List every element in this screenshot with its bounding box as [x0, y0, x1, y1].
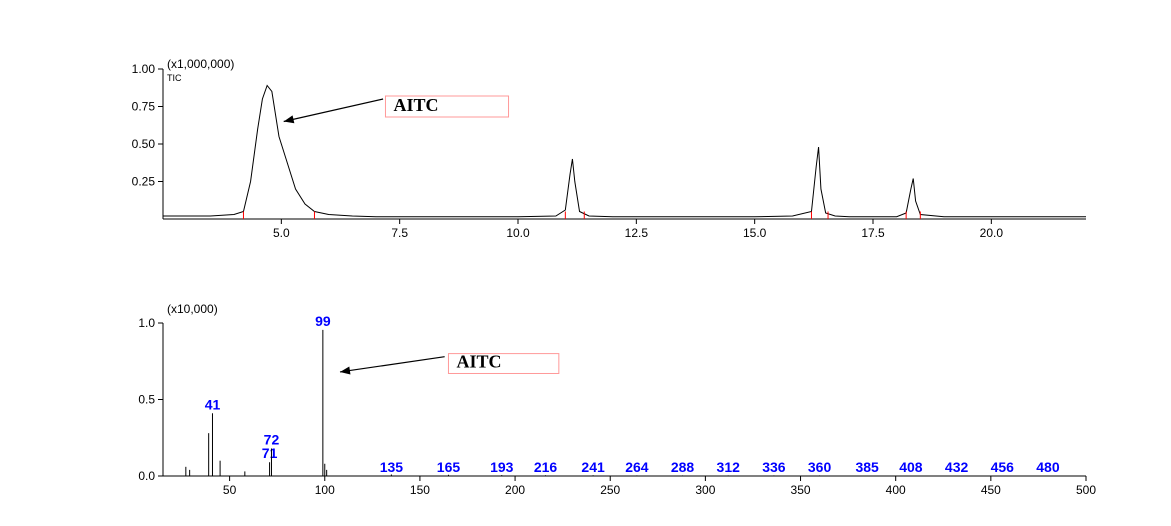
- mass-peak-label: 193: [490, 459, 514, 475]
- annotation-arrow: [284, 99, 383, 122]
- top-ytick-label: 1.00: [132, 62, 156, 76]
- top-xtick-label: 5.0: [273, 226, 290, 240]
- bottom-xtick-label: 250: [600, 483, 620, 497]
- top-xtick-label: 12.5: [625, 226, 649, 240]
- bottom-xtick-label: 450: [981, 483, 1001, 497]
- top-ytick-label: 0.75: [132, 100, 156, 114]
- mass-peak-label: 241: [581, 459, 605, 475]
- mass-peak-label: 216: [534, 459, 558, 475]
- tic-label: TIC: [167, 73, 182, 83]
- mass-peak-label: 165: [437, 459, 461, 475]
- top-xtick-label: 20.0: [980, 226, 1004, 240]
- bottom-ytick-label: 0.0: [138, 469, 155, 483]
- bottom-xtick-label: 400: [886, 483, 906, 497]
- top-chromatogram-chart: (x1,000,000)TIC0.250.500.751.005.07.510.…: [155, 64, 1096, 244]
- bottom-exponent-label: (x10,000): [167, 302, 218, 316]
- top-chart-svg: (x1,000,000)TIC0.250.500.751.005.07.510.…: [155, 64, 1096, 244]
- mass-peak-label: 408: [899, 459, 923, 475]
- top-xtick-label: 7.5: [391, 226, 408, 240]
- bottom-mass-spectrum-chart: (x10,000)0.00.51.05010015020025030035040…: [155, 295, 1096, 501]
- mass-peak-label: 432: [945, 459, 969, 475]
- mass-peak-label: 480: [1036, 459, 1060, 475]
- bottom-xtick-label: 150: [410, 483, 430, 497]
- top-ytick-label: 0.25: [132, 175, 156, 189]
- top-aitc-label: AITC: [393, 95, 438, 115]
- chromatogram-trace: [163, 86, 1086, 217]
- bottom-xtick-label: 350: [791, 483, 811, 497]
- mass-peak-label: 135: [380, 459, 404, 475]
- top-xtick-label: 15.0: [743, 226, 767, 240]
- mass-peak-label: 456: [991, 459, 1015, 475]
- mass-peak-label: 99: [315, 313, 331, 329]
- top-exponent-label: (x1,000,000): [167, 57, 234, 71]
- bottom-ytick-label: 1.0: [138, 316, 155, 330]
- bottom-xtick-label: 500: [1076, 483, 1096, 497]
- bottom-xtick-label: 50: [223, 483, 237, 497]
- bottom-xtick-label: 100: [315, 483, 335, 497]
- bottom-xtick-label: 200: [505, 483, 525, 497]
- mass-peak-label: 336: [762, 459, 786, 475]
- mass-peak-label: 72: [264, 431, 280, 447]
- page: (x1,000,000) TIC 0.25 0.50 0.75 1.00 5.0 7.5 10.…: [0, 0, 1171, 526]
- mass-peak-label: 385: [855, 459, 879, 475]
- top-xtick-label: 10.0: [506, 226, 530, 240]
- mass-peak-label: 71: [262, 445, 278, 461]
- mass-peak-label: 360: [808, 459, 832, 475]
- bottom-xtick-label: 300: [695, 483, 715, 497]
- bottom-ytick-label: 0.5: [138, 393, 155, 407]
- annotation-arrow: [340, 357, 445, 372]
- mass-peak-label: 312: [717, 459, 741, 475]
- top-xtick-label: 17.5: [861, 226, 885, 240]
- bottom-aitc-label: AITC: [456, 351, 501, 371]
- mass-peak-label: 288: [671, 459, 695, 475]
- mass-peak-label: 41: [205, 396, 221, 412]
- bottom-chart-svg: (x10,000)0.00.51.05010015020025030035040…: [155, 295, 1096, 501]
- top-ytick-label: 0.50: [132, 137, 156, 151]
- mass-peak-label: 264: [625, 459, 649, 475]
